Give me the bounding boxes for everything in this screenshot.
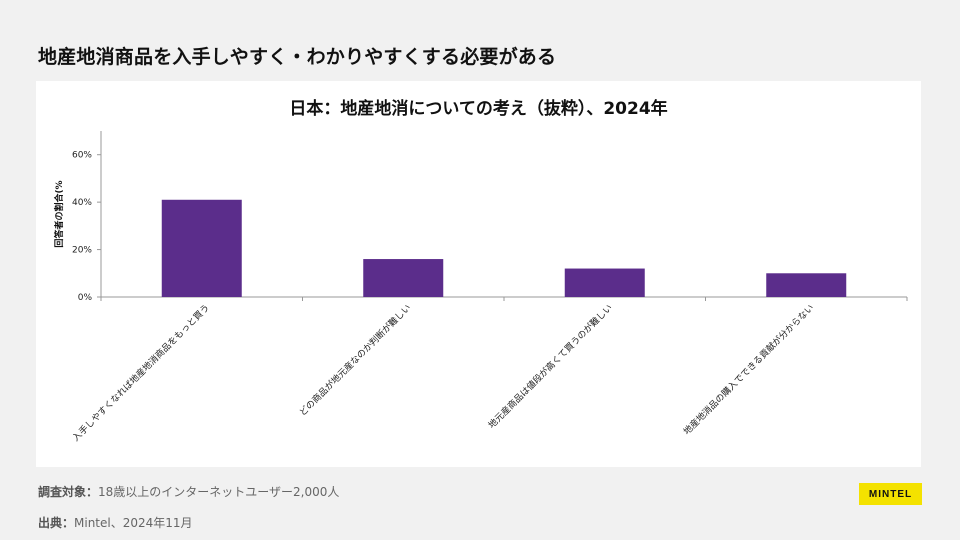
x-category-label: 地元産商品は値段が高くて買うのが難しい	[486, 302, 615, 431]
y-tick-label: 20%	[72, 246, 92, 256]
x-category-label: 入手しやすくなれば地産地消商品をもっと買う	[70, 302, 212, 444]
y-axis-title: 回答者の割合(%	[53, 180, 65, 247]
y-tick-label: 40%	[72, 198, 92, 208]
source-label: 出典：	[38, 516, 75, 530]
sample-text: 18歳以上のインターネットユーザー2,000人	[98, 485, 340, 499]
x-category-label: どの商品が地元産なのか判断が難しい	[297, 302, 414, 419]
sample-label: 調査対象：	[38, 485, 99, 499]
y-tick-label: 60%	[72, 151, 92, 161]
page-title: 地産地消商品を入手しやすく・わかりやすくする必要がある	[38, 46, 557, 68]
bar-chart: 0% 20% 40% 60% 回答者の割合(% 入手しやすくなれば地産地消商品をもっと買う…	[53, 131, 908, 444]
source-note: 出典：Mintel、2024年11月	[38, 514, 193, 531]
y-tick-label: 0%	[78, 293, 93, 303]
chart-panel: 日本：地産地消についての考え（抜粋）、2024年 0% 20% 40% 60% 回答者の…	[36, 81, 921, 467]
sample-note: 調査対象：18歳以上のインターネットユーザー2,000人	[38, 483, 339, 500]
chart-title: 日本：地産地消についての考え（抜粋）、2024年	[289, 99, 668, 119]
bar	[363, 259, 444, 297]
bar	[161, 199, 242, 297]
bar	[564, 268, 645, 297]
x-category-label: 地産地消品の購入でできる貢献が分からない	[681, 302, 817, 438]
bar	[766, 273, 847, 297]
mintel-logo: MINTEL	[859, 483, 922, 505]
source-text: Mintel、2024年11月	[74, 516, 193, 530]
